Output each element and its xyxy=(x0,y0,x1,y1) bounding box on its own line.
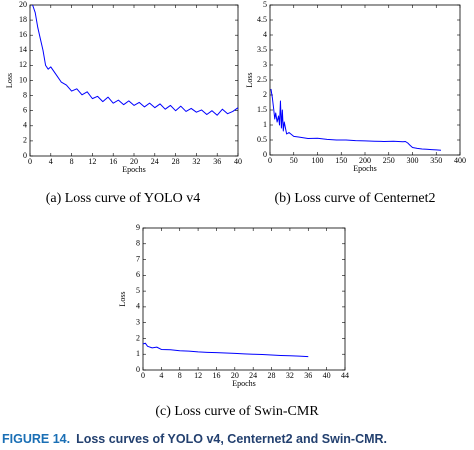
x-tick-label: 28 xyxy=(268,371,276,380)
figure-caption: FIGURE 14. Loss curves of YOLO v4, Center… xyxy=(2,432,387,446)
x-tick-label: 40 xyxy=(323,371,331,380)
chart-caption: (c) Loss curve of Swin-CMR xyxy=(155,404,319,419)
figure-text: Loss curves of YOLO v4, Centernet2 and S… xyxy=(76,432,387,446)
y-axis-label: Loss xyxy=(5,73,14,88)
x-tick-label: 4 xyxy=(159,371,163,380)
x-tick-label: 12 xyxy=(88,157,96,166)
x-tick-label: 40 xyxy=(234,157,242,166)
y-tick-label: 7 xyxy=(136,254,140,263)
x-tick-label: 24 xyxy=(151,157,159,166)
x-axis-label: Epochs xyxy=(353,164,377,173)
y-tick-label: 18 xyxy=(19,15,27,24)
y-tick-label: 2 xyxy=(23,136,27,145)
y-tick-label: 4 xyxy=(136,302,140,311)
y-tick-label: 5 xyxy=(263,0,267,9)
x-tick-label: 20 xyxy=(231,371,239,380)
figure-label: FIGURE 14. xyxy=(2,432,70,446)
x-tick-label: 0 xyxy=(268,156,272,165)
x-tick-label: 150 xyxy=(335,156,347,165)
x-tick-label: 12 xyxy=(194,371,202,380)
y-tick-label: 6 xyxy=(136,270,140,279)
x-tick-label: 16 xyxy=(212,371,220,380)
loss-line xyxy=(32,4,239,116)
x-tick-label: 16 xyxy=(109,157,117,166)
y-tick-label: 5 xyxy=(136,286,140,295)
x-tick-label: 200 xyxy=(359,156,371,165)
y-tick-label: 0 xyxy=(136,365,140,374)
y-axis-label: Loss xyxy=(245,72,254,87)
y-tick-label: 3 xyxy=(136,317,140,326)
y-tick-label: 14 xyxy=(19,45,27,54)
x-axis-label: Epochs xyxy=(232,379,256,388)
x-tick-label: 28 xyxy=(172,157,180,166)
x-tick-label: 100 xyxy=(312,156,324,165)
y-tick-label: 4 xyxy=(263,30,267,39)
x-tick-label: 32 xyxy=(286,371,294,380)
x-tick-label: 50 xyxy=(290,156,298,165)
y-tick-label: 2 xyxy=(263,90,267,99)
plot-frame xyxy=(269,4,461,156)
y-tick-label: 2 xyxy=(136,333,140,342)
y-tick-label: 1.5 xyxy=(257,105,267,114)
chart-caption: (a) Loss curve of YOLO v4 xyxy=(46,191,201,206)
x-tick-label: 24 xyxy=(249,371,257,380)
y-tick-label: 8 xyxy=(23,90,27,99)
y-tick-label: 4 xyxy=(23,121,27,130)
x-tick-label: 32 xyxy=(192,157,200,166)
x-tick-label: 0 xyxy=(28,157,32,166)
y-tick-label: 1 xyxy=(136,349,140,358)
y-tick-label: 3.5 xyxy=(257,45,267,54)
x-tick-label: 300 xyxy=(407,156,419,165)
loss-line xyxy=(270,88,442,151)
y-tick-label: 10 xyxy=(19,75,27,84)
y-tick-label: 0 xyxy=(23,151,27,160)
x-tick-label: 8 xyxy=(178,371,182,380)
y-tick-label: 20 xyxy=(19,0,27,9)
plot-frame xyxy=(29,4,239,157)
y-tick-label: 0 xyxy=(263,150,267,159)
x-tick-label: 250 xyxy=(383,156,395,165)
y-tick-label: 16 xyxy=(19,30,27,39)
loss-line xyxy=(142,342,309,358)
x-axis-label: Epochs xyxy=(122,165,146,174)
y-tick-label: 1 xyxy=(263,120,267,129)
y-tick-label: 9 xyxy=(136,223,140,232)
x-tick-label: 44 xyxy=(341,371,349,380)
x-tick-label: 4 xyxy=(49,157,53,166)
x-tick-label: 400 xyxy=(454,156,466,165)
x-tick-label: 36 xyxy=(304,371,312,380)
y-tick-label: 2.5 xyxy=(257,75,267,84)
x-tick-label: 36 xyxy=(213,157,221,166)
y-tick-label: 4.5 xyxy=(257,15,267,24)
y-tick-label: 8 xyxy=(136,239,140,248)
y-axis-label: Loss xyxy=(118,291,127,306)
x-tick-label: 0 xyxy=(141,371,145,380)
x-tick-label: 8 xyxy=(70,157,74,166)
y-tick-label: 0.5 xyxy=(257,135,267,144)
x-tick-label: 20 xyxy=(130,157,138,166)
y-tick-label: 6 xyxy=(23,106,27,115)
chart-caption: (b) Loss curve of Centernet2 xyxy=(275,191,436,206)
x-tick-label: 350 xyxy=(430,156,442,165)
y-tick-label: 12 xyxy=(19,60,27,69)
y-tick-label: 3 xyxy=(263,60,267,69)
plot-frame xyxy=(142,227,346,371)
